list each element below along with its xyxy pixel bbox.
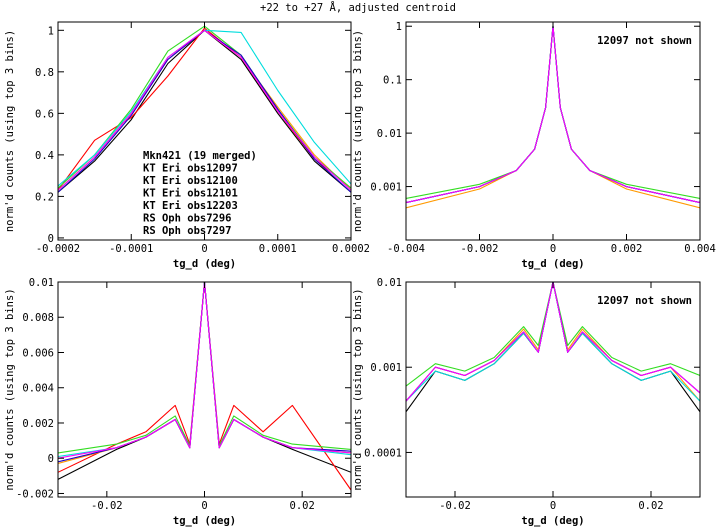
y-tick-label: 0.01 [377, 277, 402, 289]
y-tick-label: 0.01 [29, 277, 54, 289]
legend-entry: RS Oph obs7296 [143, 213, 232, 225]
legend-entry: RS Oph obs7297 [143, 225, 232, 237]
y-tick-label: 0.004 [22, 383, 54, 395]
x-axis-label: tg_d (deg) [173, 515, 236, 527]
y-tick-label: 0.8 [35, 67, 54, 79]
series-line-rs-oph-obs7296 [58, 282, 351, 463]
legend-entry: KT Eri obs12100 [143, 175, 238, 187]
x-axis-label: tg_d (deg) [173, 258, 236, 270]
figure-title: +22 to +27 Å, adjusted centroid [260, 1, 456, 14]
y-tick-label: 0.01 [377, 128, 402, 140]
legend-entry: KT Eri obs12097 [143, 163, 238, 175]
series-line-kt-eri-obs12101 [406, 282, 700, 387]
y-tick-label: 0.006 [22, 347, 54, 359]
y-tick-label: 0.4 [35, 150, 54, 162]
plot-frame [405, 21, 701, 241]
legend-entry: KT Eri obs12203 [143, 200, 238, 212]
panel-annotation: 12097 not shown [597, 35, 692, 47]
legend-entry: Mkn421 (19 merged) [143, 150, 257, 162]
y-tick-label: 0.2 [35, 191, 54, 203]
x-tick-label: -0.02 [91, 500, 123, 512]
y-tick-label: 0.6 [35, 108, 54, 120]
plot-frame [405, 281, 701, 498]
y-axis-label: norm'd counts (using top 3 bins) [4, 288, 16, 490]
x-tick-label: 0.004 [684, 243, 716, 255]
series-line-kt-eri-obs12203 [406, 282, 700, 402]
y-tick-label: 0 [48, 453, 54, 465]
x-axis-label: tg_d (deg) [521, 515, 584, 527]
y-tick-label: 0.001 [370, 362, 402, 374]
legend-entry: KT Eri obs12101 [143, 188, 238, 200]
panel-annotation: 12097 not shown [597, 295, 692, 307]
x-axis-label: tg_d (deg) [521, 258, 584, 270]
x-tick-label: -0.0001 [109, 243, 153, 255]
x-tick-label: 0 [550, 243, 556, 255]
y-tick-label: 0 [48, 233, 54, 245]
y-tick-label: -0.002 [16, 488, 54, 500]
y-axis-label: norm'd counts (using top 3 bins) [4, 30, 16, 232]
series-line-kt-eri-obs12100 [406, 25, 700, 209]
series-line-rs-oph-obs7297 [406, 25, 700, 204]
y-tick-label: 1 [396, 21, 402, 33]
y-tick-label: 0.001 [370, 182, 402, 194]
x-tick-label: 0.0001 [259, 243, 297, 255]
series-line-kt-eri-obs12097 [58, 282, 351, 491]
series-line-rs-oph-obs7297 [58, 29, 351, 191]
x-tick-label: 0.02 [290, 500, 315, 512]
series-line-rs-oph-obs7297 [406, 282, 700, 402]
x-tick-label: 0.002 [611, 243, 643, 255]
series-line-mkn421-19-merged- [406, 25, 700, 204]
y-tick-label: 0.1 [383, 75, 402, 87]
series-line-kt-eri-obs12101 [406, 25, 700, 199]
y-axis-label: norm'd counts (using top 3 bins) [352, 30, 364, 232]
plot-frame [57, 281, 352, 498]
x-tick-label: 0.0002 [332, 243, 370, 255]
x-tick-label: -0.004 [387, 243, 425, 255]
y-tick-label: 0.002 [22, 418, 54, 430]
x-tick-label: 0.02 [638, 500, 663, 512]
y-tick-label: 0.008 [22, 312, 54, 324]
series-line-rs-oph-obs7296 [406, 25, 700, 204]
x-tick-label: -0.002 [461, 243, 499, 255]
x-tick-label: 0 [550, 500, 556, 512]
series-line-kt-eri-obs12101 [58, 282, 351, 454]
series-line-rs-oph-obs7297 [58, 282, 351, 459]
series-line-kt-eri-obs12203 [406, 25, 700, 204]
x-tick-label: -0.02 [439, 500, 471, 512]
series-line-kt-eri-obs12203 [58, 282, 351, 458]
x-tick-label: 0 [201, 500, 207, 512]
y-axis-label: norm'd counts (using top 3 bins) [352, 288, 364, 490]
y-tick-label: 1 [48, 25, 54, 37]
y-tick-label: 0.0001 [364, 447, 402, 459]
series-line-kt-eri-obs12100 [58, 282, 351, 465]
x-tick-label: -0.0002 [36, 243, 80, 255]
x-tick-label: 0 [201, 243, 207, 255]
